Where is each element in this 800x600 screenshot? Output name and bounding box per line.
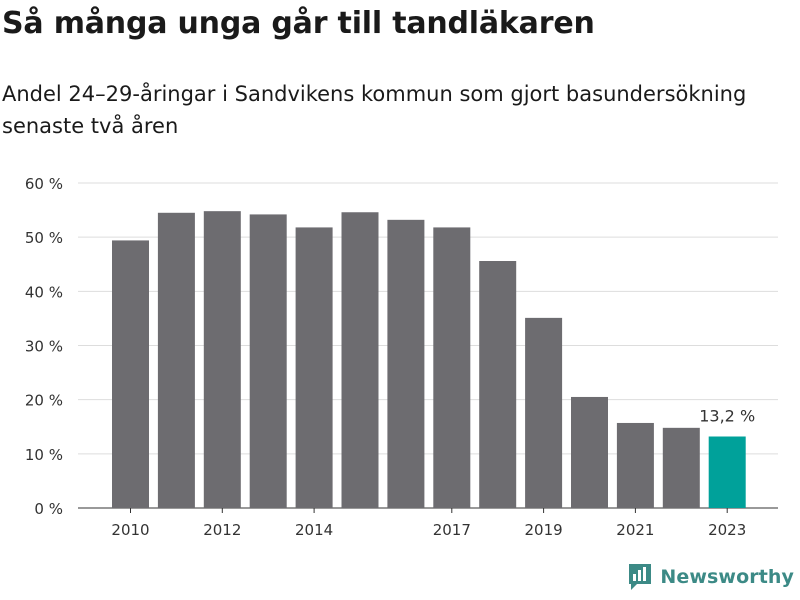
bar: [662, 427, 700, 508]
newsworthy-brand[interactable]: Newsworthy: [627, 560, 794, 594]
bar: [341, 212, 379, 508]
bar: [157, 212, 195, 508]
y-tick-label: 30 %: [25, 338, 63, 356]
x-tick-label: 2021: [616, 521, 654, 539]
bar: [616, 422, 654, 508]
bar: [295, 227, 333, 508]
data-label: 13,2 %: [699, 407, 755, 426]
y-tick-label: 0 %: [34, 500, 63, 518]
x-tick-label: 2014: [295, 521, 333, 539]
bar: [525, 317, 563, 508]
y-tick-label: 60 %: [25, 175, 63, 193]
x-tick-label: 2019: [525, 521, 563, 539]
x-tick-label: 2023: [708, 521, 746, 539]
bar: [433, 227, 471, 508]
bar: [203, 211, 241, 508]
y-tick-label: 50 %: [25, 229, 63, 247]
x-tick-label: 2017: [433, 521, 471, 539]
chart-title: Så många unga går till tandläkaren: [2, 6, 595, 41]
newsworthy-logo-icon: [629, 564, 652, 590]
x-tick-label: 2010: [111, 521, 149, 539]
y-tick-label: 10 %: [25, 446, 63, 464]
brand-name: Newsworthy: [660, 566, 794, 588]
bar: [112, 240, 149, 508]
bar: [387, 219, 425, 509]
chart-subtitle: Andel 24–29-åringar i Sandvikens kommun …: [2, 82, 747, 138]
bar-highlight: [708, 436, 746, 508]
x-tick-label: 2012: [203, 521, 241, 539]
bar: [571, 396, 608, 508]
bar: [479, 261, 517, 508]
bar: [249, 214, 287, 508]
y-tick-label: 20 %: [25, 392, 63, 410]
y-tick-label: 40 %: [25, 283, 63, 301]
